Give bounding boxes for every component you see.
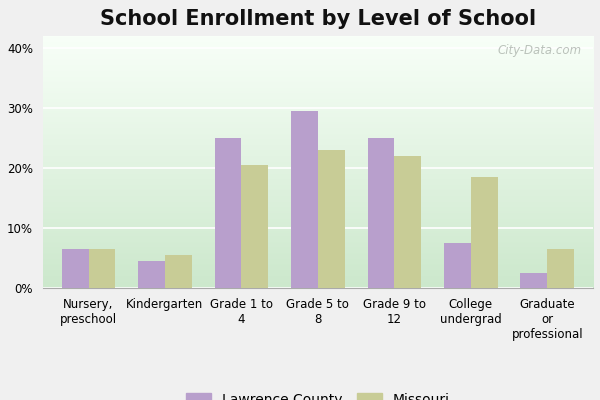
Bar: [62, 249, 89, 288]
Bar: [520, 273, 547, 288]
Title: School Enrollment by Level of School: School Enrollment by Level of School: [100, 9, 536, 29]
Bar: [547, 249, 574, 288]
Text: City-Data.com: City-Data.com: [498, 44, 582, 56]
Bar: [89, 249, 115, 288]
Bar: [444, 243, 471, 288]
Legend: Lawrence County, Missouri: Lawrence County, Missouri: [181, 387, 455, 400]
Bar: [215, 138, 241, 288]
Bar: [165, 255, 192, 288]
Bar: [318, 150, 344, 288]
Bar: [241, 165, 268, 288]
Bar: [291, 111, 318, 288]
Bar: [138, 261, 165, 288]
Bar: [471, 177, 497, 288]
Bar: [394, 156, 421, 288]
Bar: [368, 138, 394, 288]
